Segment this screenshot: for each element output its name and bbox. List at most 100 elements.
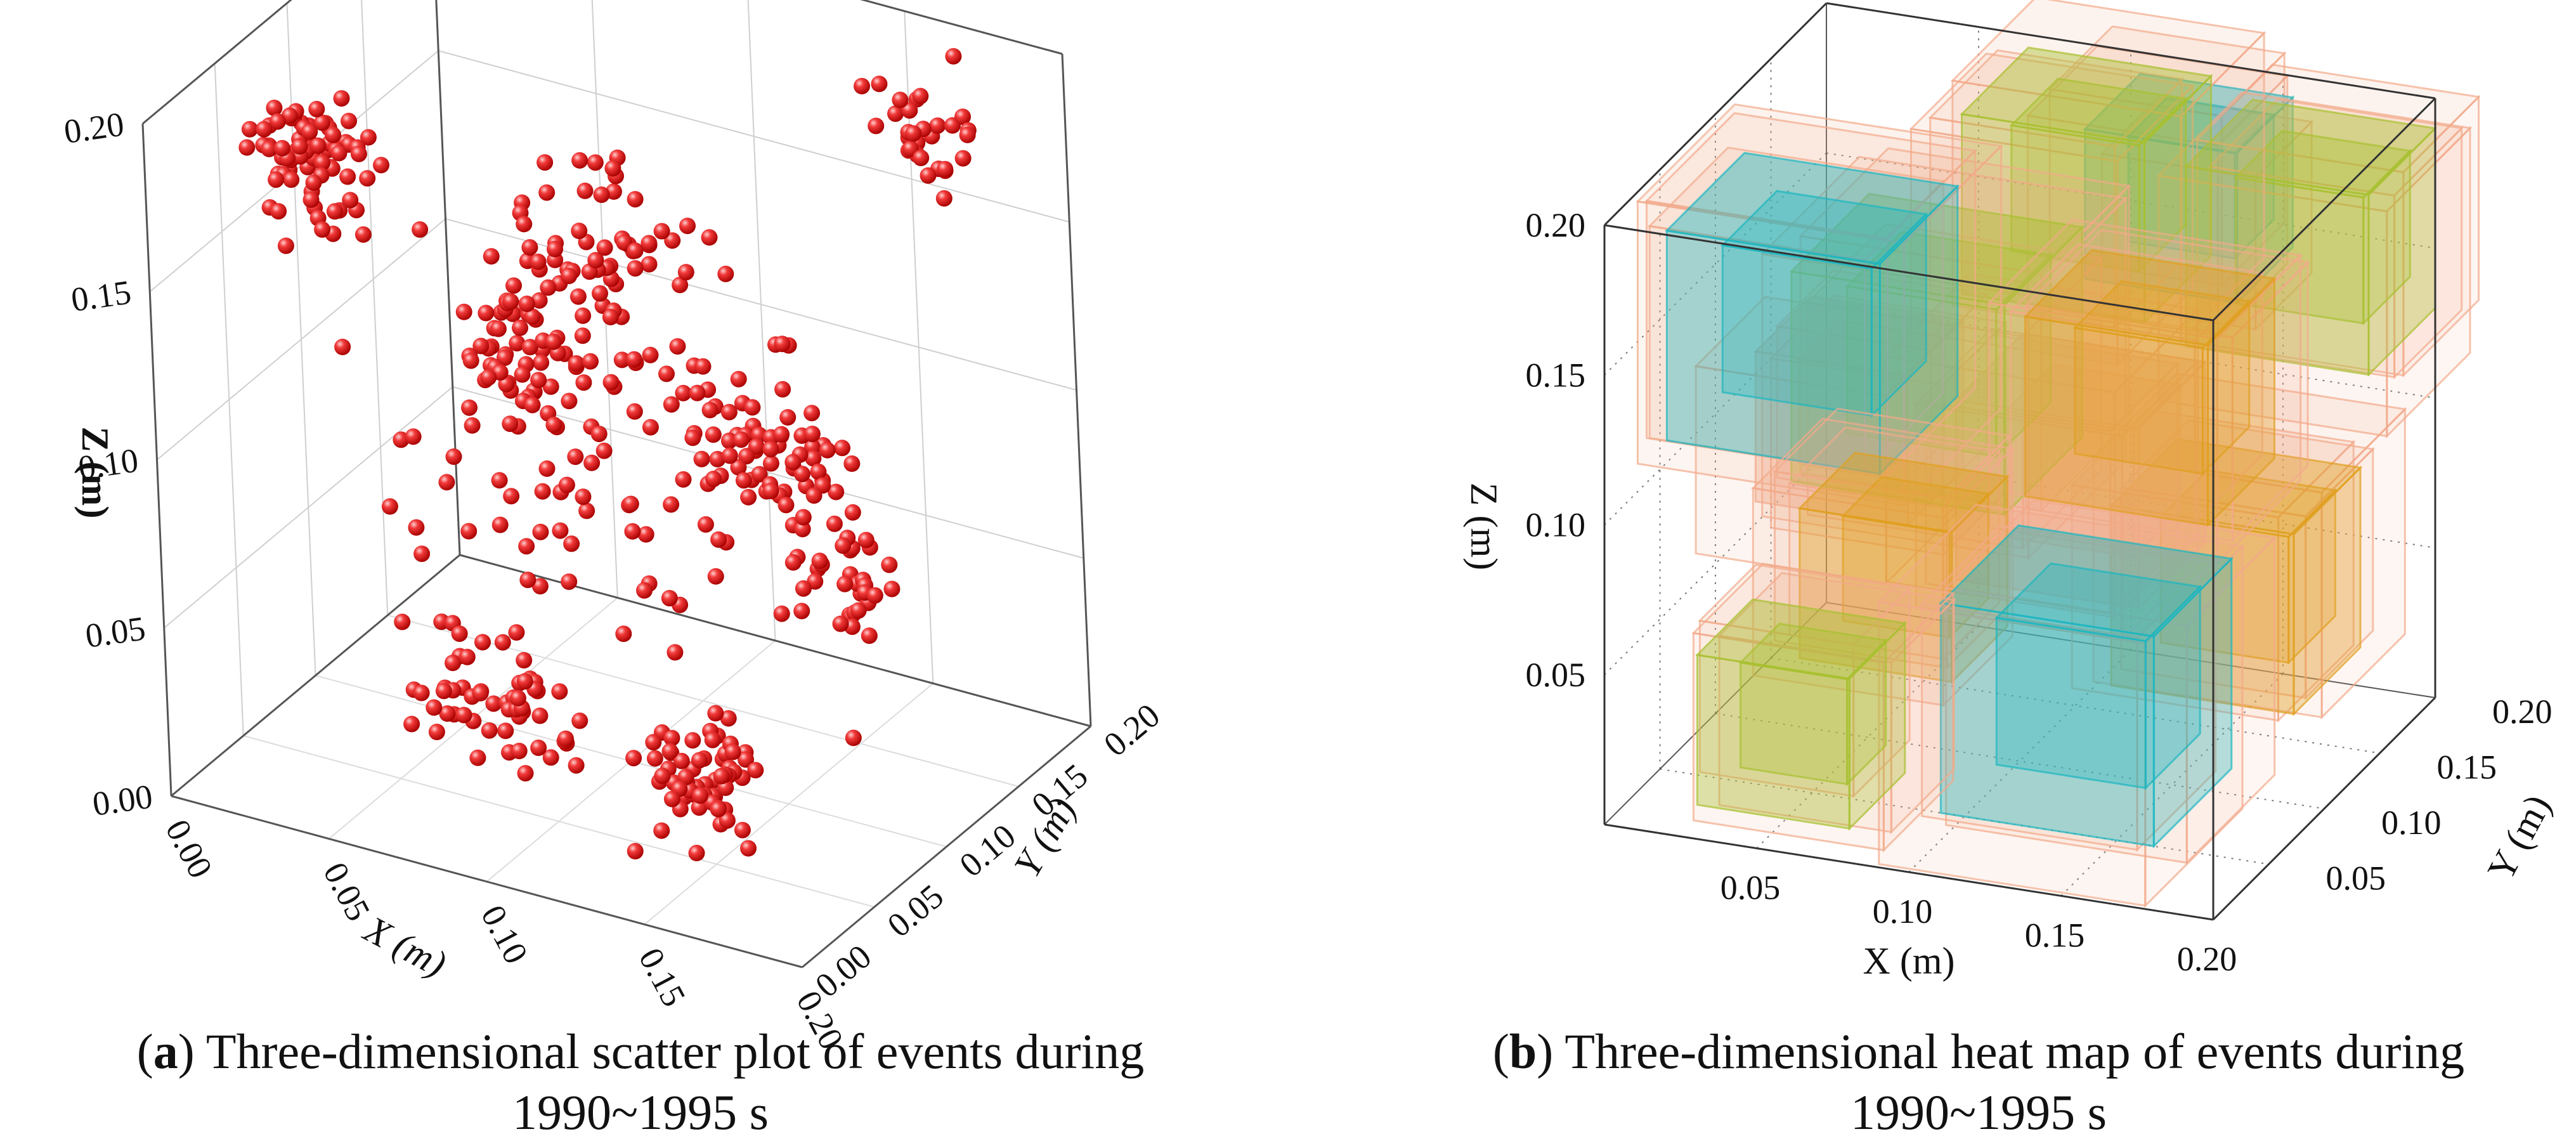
data-point [624, 523, 641, 540]
data-point [561, 268, 578, 284]
data-point [478, 304, 495, 322]
data-point [531, 292, 548, 309]
data-point [593, 186, 610, 203]
data-point [669, 338, 686, 355]
data-point [355, 226, 372, 243]
data-point [326, 203, 343, 220]
data-point [461, 399, 478, 416]
data-point [359, 170, 376, 187]
data-point [663, 496, 680, 513]
heat-blob-core [1738, 622, 1888, 681]
data-point [342, 192, 359, 209]
z-tick-label: 0.05 [83, 609, 148, 655]
data-point [832, 615, 849, 632]
data-point [883, 580, 901, 597]
data-point [481, 722, 498, 739]
scatter-tick-labels: 0.000.050.100.150.200.000.050.100.150.20… [62, 105, 1167, 1055]
z-tick-label: 0.05 [1526, 656, 1586, 694]
axis-edge [171, 554, 460, 797]
data-point [438, 474, 455, 491]
data-point [721, 447, 738, 464]
data-point [945, 48, 962, 65]
data-point [571, 712, 589, 729]
data-point [408, 519, 425, 536]
data-point [551, 683, 568, 700]
axis-edge [802, 725, 1091, 969]
data-point [568, 355, 585, 372]
data-point [663, 729, 680, 747]
data-point [844, 504, 861, 521]
heat-blob-halo [2024, 229, 2310, 339]
data-point [866, 587, 883, 604]
data-point [542, 749, 559, 766]
data-point [283, 171, 300, 188]
data-point [575, 307, 592, 324]
data-point [805, 487, 823, 504]
data-point [920, 167, 937, 184]
heat-blob-core [2074, 327, 2204, 475]
data-point [679, 218, 696, 235]
data-point [274, 140, 290, 157]
y-tick-label: 0.20 [1096, 696, 1167, 764]
data-point [540, 279, 557, 296]
data-point [646, 750, 663, 767]
heat-blob [2023, 249, 2277, 346]
data-point [238, 139, 256, 156]
data-point [538, 460, 556, 477]
data-point [653, 223, 670, 240]
heatmap-front-edges [1603, 2, 2436, 921]
data-point [435, 682, 452, 700]
data-point [784, 453, 802, 471]
data-point [751, 466, 768, 483]
data-point [350, 145, 367, 162]
grid-line [438, 50, 1070, 223]
axis-edge [1604, 224, 2214, 322]
data-point [734, 821, 751, 838]
data-point [843, 455, 861, 472]
heat-blob-halo [1698, 563, 1912, 646]
data-point [871, 75, 888, 93]
data-point [828, 483, 845, 500]
data-point [464, 417, 481, 434]
data-point [557, 730, 574, 747]
data-point [428, 724, 445, 740]
data-point [675, 471, 692, 488]
data-point [563, 535, 580, 552]
data-point [720, 433, 738, 449]
data-point [403, 715, 420, 733]
heatmap-tick-labels: 0.05 0.10 0.15 0.20 0.05 0.10 0.15 0.20 0.05 0.10… [1526, 206, 2553, 978]
heat-blob-core [1995, 616, 2147, 790]
data-point [571, 223, 588, 239]
heat-blob-halo [1909, 53, 2195, 162]
data-point [552, 522, 569, 539]
z-axis-label: Z (m) [74, 427, 116, 519]
data-point [701, 229, 718, 246]
data-point [521, 239, 538, 256]
data-point [850, 602, 867, 619]
heatmap-blobs [1636, 0, 2481, 908]
data-point [937, 160, 954, 178]
data-point [803, 405, 821, 422]
y-tick-label: 0.10 [953, 816, 1023, 884]
axis-edge [1603, 2, 1828, 226]
data-point [673, 752, 690, 769]
data-point [521, 339, 538, 356]
data-point [413, 684, 430, 701]
data-point [405, 428, 422, 445]
data-point [460, 523, 478, 540]
data-point [744, 399, 761, 416]
data-point [803, 426, 821, 443]
data-point [805, 450, 822, 467]
data-point [325, 126, 341, 143]
data-point [547, 240, 563, 258]
data-point [720, 710, 737, 727]
data-point [740, 840, 757, 857]
data-point [590, 426, 608, 443]
data-point [571, 152, 589, 169]
data-point [719, 812, 736, 829]
grid-line [644, 682, 933, 925]
heatmap-panel: 0.05 0.10 0.15 0.20 0.05 0.10 0.15 0.20 0.05 0.10… [1463, 0, 2559, 982]
x-tick-label: 0.05 [1721, 869, 1781, 907]
heat-blob-core [1845, 231, 2053, 311]
data-point [691, 752, 708, 769]
